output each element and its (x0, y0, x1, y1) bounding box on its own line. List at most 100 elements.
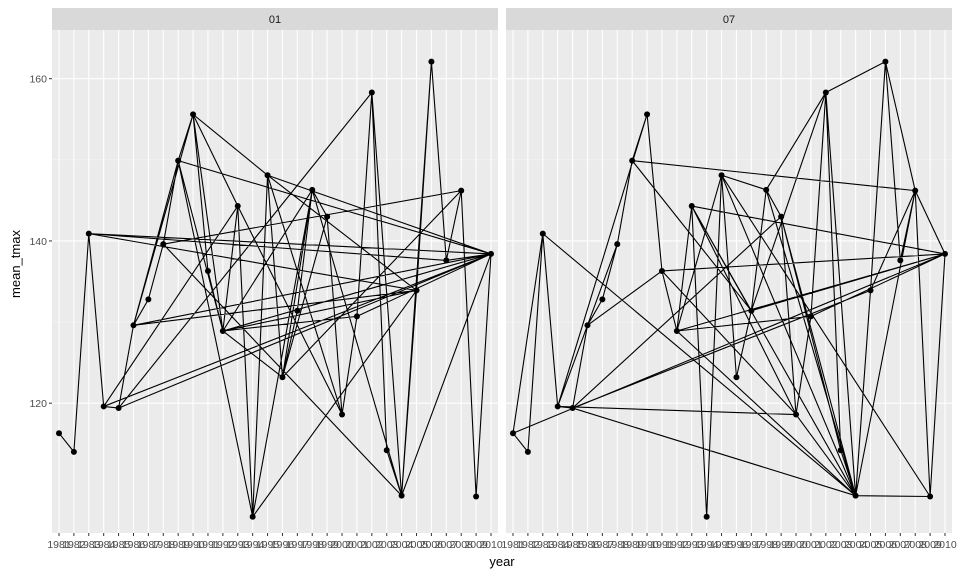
data-point (852, 492, 859, 499)
x-tick-label: 1998 (755, 539, 779, 551)
data-point (249, 513, 256, 520)
data-point (56, 430, 62, 437)
x-tick-label: 1985 (561, 539, 585, 551)
x-tick-label: 1989 (620, 539, 644, 551)
data-point (85, 230, 92, 237)
data-point (324, 213, 331, 220)
x-tick-label: 1988 (152, 539, 176, 551)
data-point (733, 374, 740, 381)
data-point (822, 89, 829, 96)
data-point (145, 296, 152, 303)
data-point (398, 492, 405, 499)
data-point (130, 322, 137, 329)
data-point (837, 447, 844, 454)
data-point (748, 307, 755, 314)
data-point (718, 172, 725, 179)
data-point (554, 403, 561, 410)
x-tick-label: 1981 (501, 539, 525, 551)
x-tick-label: 1999 (769, 539, 793, 551)
x-tick-label: 1998 (301, 539, 325, 551)
x-tick-label: 1987 (137, 539, 161, 551)
x-tick-label: 1997 (286, 539, 310, 551)
data-point (70, 448, 77, 455)
data-point (175, 157, 182, 164)
x-tick-label: 2002 (814, 539, 838, 551)
x-tick-label: 2009 (464, 539, 488, 551)
data-point (473, 493, 480, 500)
data-point (942, 250, 948, 257)
x-tick-label: 1987 (591, 539, 615, 551)
data-point (807, 313, 814, 320)
data-point (673, 327, 680, 334)
data-point (294, 307, 301, 314)
x-tick-label: 1990 (181, 539, 205, 551)
x-tick-label: 2008 (904, 539, 928, 551)
x-tick-label: 2005 (859, 539, 883, 551)
x-tick-label: 1992 (211, 539, 235, 551)
x-tick-label: 2001 (799, 539, 823, 551)
x-tick-label: 1986 (576, 539, 600, 551)
data-point (428, 58, 435, 65)
y-tick-label: 140 (29, 236, 47, 248)
facet-strip-label: 07 (723, 14, 735, 26)
data-point (219, 327, 226, 334)
x-tick-label: 2006 (420, 539, 444, 551)
x-tick-label: 1996 (271, 539, 295, 551)
x-tick-label: 2008 (450, 539, 474, 551)
data-point (599, 296, 606, 303)
data-point (190, 111, 197, 118)
data-point (793, 411, 800, 418)
x-axis-title: year (489, 554, 515, 569)
y-tick-label: 120 (29, 398, 47, 410)
data-point (279, 374, 286, 381)
data-point (897, 257, 904, 264)
data-point (160, 241, 167, 248)
data-point (658, 267, 665, 274)
x-tick-label: 2003 (375, 539, 399, 551)
x-tick-label: 1994 (695, 539, 719, 551)
x-tick-label: 2010 (479, 539, 503, 551)
data-point (584, 322, 591, 329)
x-tick-label: 1997 (740, 539, 764, 551)
x-tick-label: 2009 (918, 539, 942, 551)
x-tick-label: 2000 (330, 539, 354, 551)
data-point (778, 213, 785, 220)
facet-strip (52, 8, 498, 30)
x-tick-label: 1991 (650, 539, 674, 551)
data-point (368, 89, 375, 96)
x-tick-label: 2006 (874, 539, 898, 551)
x-tick-label: 2002 (360, 539, 384, 551)
data-point (867, 287, 874, 294)
data-point (629, 157, 636, 164)
data-point (413, 287, 420, 294)
x-tick-label: 1981 (47, 539, 71, 551)
x-tick-label: 1988 (606, 539, 630, 551)
x-tick-label: 2001 (345, 539, 369, 551)
x-tick-label: 1983 (531, 539, 555, 551)
data-point (644, 111, 651, 118)
x-tick-label: 1993 (680, 539, 704, 551)
x-tick-label: 1986 (122, 539, 146, 551)
facet-strip (506, 8, 952, 30)
x-tick-label: 1982 (516, 539, 540, 551)
data-point (309, 186, 316, 193)
y-axis-title: mean_tmax (8, 230, 23, 298)
data-point (443, 257, 450, 264)
x-tick-label: 1990 (635, 539, 659, 551)
x-tick-label: 2004 (390, 539, 414, 551)
data-point (688, 203, 695, 210)
x-tick-label: 1992 (665, 539, 689, 551)
data-point (115, 405, 122, 412)
data-point (569, 405, 576, 412)
data-point (353, 313, 360, 320)
data-point (234, 203, 241, 210)
data-point (100, 403, 107, 410)
data-point (383, 447, 390, 454)
x-tick-label: 1995 (256, 539, 280, 551)
data-point (882, 58, 889, 65)
x-tick-label: 2007 (889, 539, 913, 551)
facet-panel-07: 0719811982198319841985198619871988198919… (501, 8, 957, 551)
x-tick-label: 2010 (933, 539, 957, 551)
data-point (204, 267, 211, 274)
